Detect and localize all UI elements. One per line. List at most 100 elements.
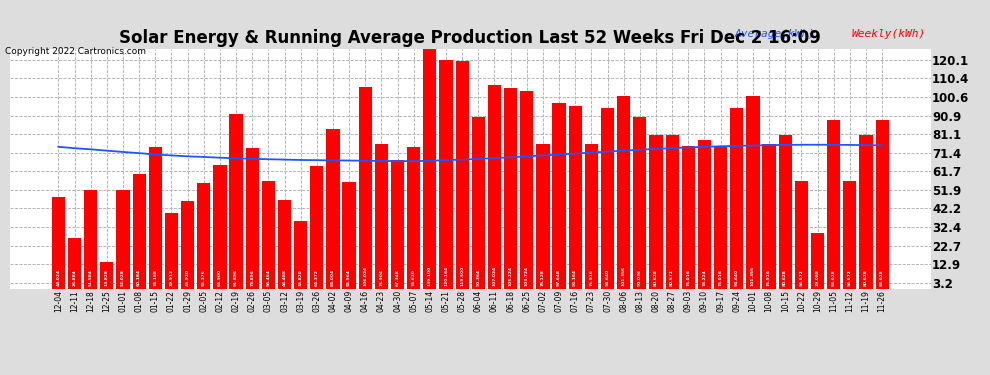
Text: 80.572: 80.572 (670, 269, 674, 286)
Text: 106.024: 106.024 (363, 266, 367, 286)
Text: :: : (810, 29, 820, 39)
Text: 60.184: 60.184 (138, 269, 142, 286)
Text: 46.488: 46.488 (282, 269, 286, 286)
Bar (181, 201, 194, 289)
Bar (537, 144, 549, 289)
Text: 64.372: 64.372 (315, 269, 319, 286)
Bar (875, 120, 889, 289)
Text: 80.628: 80.628 (864, 269, 868, 286)
Bar (278, 200, 291, 289)
Bar (424, 24, 437, 289)
Text: 29.088: 29.088 (816, 269, 820, 286)
Text: 105.224: 105.224 (509, 266, 513, 286)
Bar (601, 108, 614, 289)
Bar (440, 60, 452, 289)
Text: 52.028: 52.028 (121, 269, 125, 286)
Text: 120.164: 120.164 (445, 266, 448, 286)
Bar (230, 114, 243, 289)
Text: 107.024: 107.024 (492, 266, 496, 286)
Text: 94.640: 94.640 (735, 269, 739, 286)
Bar (714, 146, 728, 289)
Text: 88.628: 88.628 (832, 269, 836, 286)
Text: 75.016: 75.016 (686, 269, 690, 286)
Text: Average(kWh): Average(kWh) (735, 29, 816, 39)
Bar (261, 181, 275, 289)
Text: 45.920: 45.920 (185, 269, 190, 286)
Bar (585, 144, 598, 289)
Bar (665, 135, 679, 289)
Bar (391, 160, 404, 289)
Bar (504, 88, 517, 289)
Text: 75.016: 75.016 (719, 269, 723, 286)
Bar (488, 85, 501, 289)
Text: 55.964: 55.964 (347, 269, 351, 286)
Bar (164, 213, 178, 289)
Bar (762, 144, 776, 289)
Text: Weekly(kWh): Weekly(kWh) (851, 29, 926, 39)
Bar (634, 117, 646, 289)
Text: 80.628: 80.628 (654, 269, 658, 286)
Bar (520, 91, 534, 289)
Bar (859, 135, 872, 289)
Text: 39.912: 39.912 (169, 269, 173, 286)
Bar (827, 120, 841, 289)
Text: Copyright 2022 Cartronics.com: Copyright 2022 Cartronics.com (5, 47, 146, 56)
Bar (778, 135, 792, 289)
Bar (617, 96, 631, 289)
Bar (358, 87, 372, 289)
Bar (811, 233, 824, 289)
Bar (246, 148, 258, 289)
Text: 56.464: 56.464 (266, 269, 270, 286)
Bar (133, 174, 146, 289)
Bar (552, 103, 565, 289)
Bar (746, 96, 759, 289)
Bar (197, 183, 210, 289)
Text: 139.100: 139.100 (428, 266, 432, 286)
Title: Solar Energy & Running Average Production Last 52 Weeks Fri Dec 2 16:09: Solar Energy & Running Average Productio… (120, 29, 821, 47)
Text: 56.572: 56.572 (847, 269, 851, 286)
Bar (568, 106, 582, 289)
Text: 119.500: 119.500 (460, 266, 464, 286)
Bar (843, 181, 856, 289)
Bar (698, 140, 711, 289)
Text: 73.896: 73.896 (250, 269, 254, 286)
Text: 67.348: 67.348 (396, 269, 400, 286)
Bar (68, 237, 81, 289)
Text: 55.376: 55.376 (202, 269, 206, 286)
Bar (731, 108, 743, 289)
Bar (343, 182, 355, 289)
Bar (455, 61, 469, 289)
Bar (795, 181, 808, 289)
Bar (471, 117, 485, 289)
Bar (213, 165, 227, 289)
Bar (310, 166, 324, 289)
Bar (51, 197, 65, 289)
Bar (148, 147, 162, 289)
Bar (117, 190, 130, 289)
Text: 75.904: 75.904 (379, 269, 383, 286)
Bar (294, 220, 307, 289)
Text: 103.724: 103.724 (525, 266, 529, 286)
Text: 76.128: 76.128 (541, 269, 545, 286)
Text: 84.004: 84.004 (331, 269, 335, 286)
Text: 74.620: 74.620 (412, 269, 416, 286)
Text: 64.900: 64.900 (218, 269, 222, 286)
Text: 80.628: 80.628 (783, 269, 787, 286)
Bar (100, 262, 114, 289)
Bar (84, 190, 97, 289)
Text: 101.356: 101.356 (750, 266, 755, 286)
Text: 13.828: 13.828 (105, 269, 109, 286)
Text: 75.916: 75.916 (589, 269, 593, 286)
Bar (649, 135, 662, 289)
Text: 78.224: 78.224 (703, 269, 707, 286)
Text: 101.356: 101.356 (622, 266, 626, 286)
Text: 94.640: 94.640 (606, 269, 610, 286)
Text: 90.036: 90.036 (638, 269, 642, 286)
Bar (407, 147, 421, 289)
Text: 26.884: 26.884 (72, 269, 76, 286)
Bar (375, 144, 388, 289)
Text: 75.916: 75.916 (767, 269, 771, 286)
Text: 91.896: 91.896 (234, 269, 238, 286)
Text: 90.364: 90.364 (476, 269, 480, 286)
Bar (327, 129, 340, 289)
